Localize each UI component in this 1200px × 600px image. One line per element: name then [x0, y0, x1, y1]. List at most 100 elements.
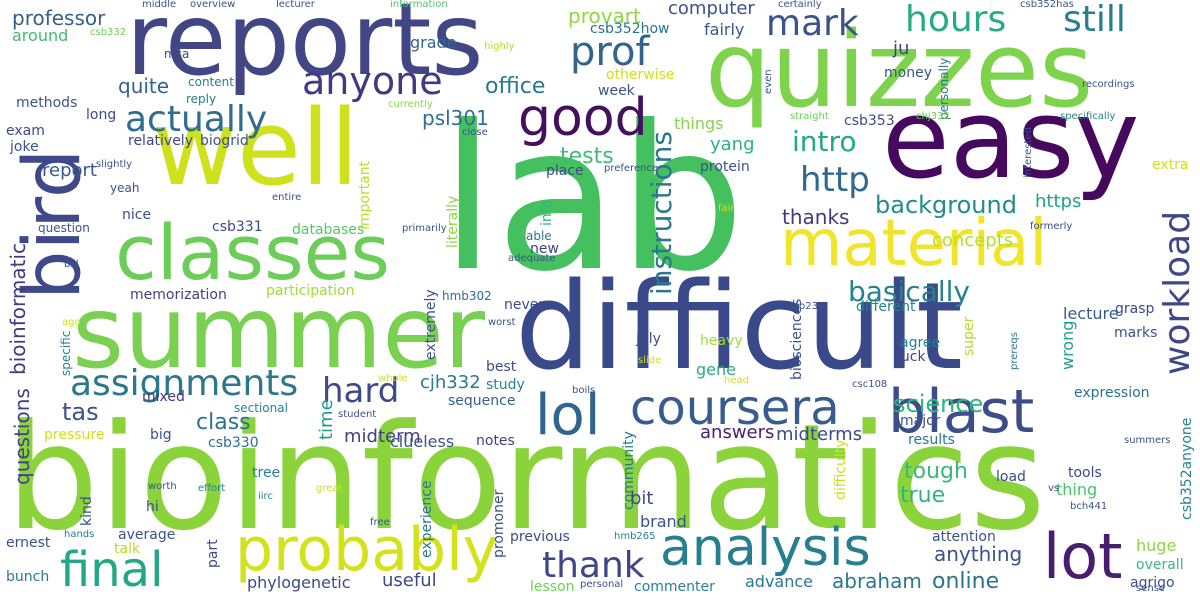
word: boils — [572, 385, 596, 396]
word: chj332 — [916, 111, 950, 122]
word: advance — [745, 572, 814, 591]
word: overall — [1136, 557, 1184, 573]
word: certainly — [778, 0, 822, 10]
word: worth — [148, 481, 177, 492]
word: csb353 — [844, 113, 895, 129]
word: entire — [272, 192, 302, 203]
word: csc108 — [852, 379, 888, 390]
word: time — [316, 399, 337, 440]
word: extra — [1152, 157, 1189, 173]
word: classes — [115, 208, 391, 297]
word: interesting — [463, 197, 477, 262]
word: worst — [488, 317, 516, 328]
word: participation — [266, 283, 355, 299]
word: grasp — [1115, 301, 1155, 317]
word: sectional — [234, 401, 288, 415]
word: vs — [1048, 483, 1060, 494]
word: marks — [1114, 325, 1158, 341]
word: hmb265 — [614, 531, 656, 542]
word: online — [932, 569, 1000, 594]
word: grade — [410, 33, 457, 52]
word: thing — [1056, 480, 1098, 499]
word: formerly — [1030, 221, 1073, 232]
word: july — [636, 331, 661, 347]
word: difficulty — [833, 439, 849, 500]
word: memorization — [130, 287, 227, 303]
word: sequence — [448, 393, 516, 409]
word: mixed — [142, 389, 185, 405]
word: overview — [190, 0, 236, 10]
word: information — [390, 0, 448, 10]
word: slide — [638, 355, 662, 366]
word: instructions — [645, 131, 678, 295]
word: iirc — [258, 491, 273, 502]
word: hi — [146, 499, 159, 515]
word: true — [900, 483, 946, 508]
word: basically — [848, 275, 970, 308]
word: never — [504, 297, 545, 313]
word: probably — [235, 515, 499, 585]
word: intro — [792, 125, 857, 158]
word: ju — [893, 38, 910, 59]
word: csb352has — [1020, 0, 1074, 10]
word: otherwise — [606, 67, 675, 83]
word: lecturer — [276, 0, 315, 10]
word: bioinformatics — [6, 393, 1046, 563]
word: major — [900, 413, 941, 429]
word: wrong — [1058, 320, 1077, 370]
word: info — [539, 199, 555, 226]
word: science — [893, 390, 984, 418]
word: highly — [484, 41, 515, 52]
word: fuck — [896, 349, 926, 365]
word: pressure — [44, 427, 105, 443]
word: methods — [16, 95, 78, 111]
word: professor — [12, 6, 106, 30]
word: personal — [580, 579, 624, 590]
word: clueless — [390, 432, 455, 451]
word: useful — [382, 570, 437, 591]
word: report — [42, 160, 97, 181]
word: quite — [118, 74, 170, 98]
word: great — [316, 483, 343, 494]
word: yang — [710, 134, 755, 155]
word: bch441 — [1070, 501, 1108, 512]
word: effort — [198, 483, 226, 494]
word: close — [462, 127, 488, 138]
word: super — [961, 316, 977, 356]
word: results — [908, 432, 955, 448]
word: different — [856, 299, 916, 315]
word: adequate — [508, 253, 556, 264]
word: primarily — [402, 223, 447, 234]
word: mark — [766, 3, 859, 44]
word: provart — [568, 4, 641, 28]
word: prereqs — [1009, 332, 1020, 370]
word: long — [86, 107, 117, 123]
word: agree — [900, 335, 941, 351]
word: final — [60, 542, 164, 598]
word: gene — [696, 360, 736, 379]
word: best — [486, 359, 517, 375]
word: experience — [419, 480, 435, 558]
word: databases — [292, 222, 365, 238]
word: ernest — [6, 535, 51, 551]
word: thanks — [782, 205, 850, 229]
word: cjh332 — [420, 372, 481, 393]
word: csb331 — [212, 219, 263, 235]
word: questions — [10, 388, 34, 485]
word: hmb302 — [442, 289, 492, 303]
word: preference — [604, 163, 659, 174]
word: csb330 — [208, 435, 259, 451]
word: able — [526, 229, 552, 243]
word: thank — [542, 545, 645, 586]
word: even — [763, 69, 774, 94]
word: easy — [882, 75, 1140, 203]
word: biogrid — [200, 133, 249, 149]
word: answers — [700, 422, 775, 443]
word: csb352how — [590, 21, 670, 37]
word: new — [530, 241, 559, 257]
word: head — [724, 375, 749, 386]
word: load — [996, 469, 1026, 485]
word: midterms — [776, 424, 863, 445]
word: class — [196, 410, 251, 435]
